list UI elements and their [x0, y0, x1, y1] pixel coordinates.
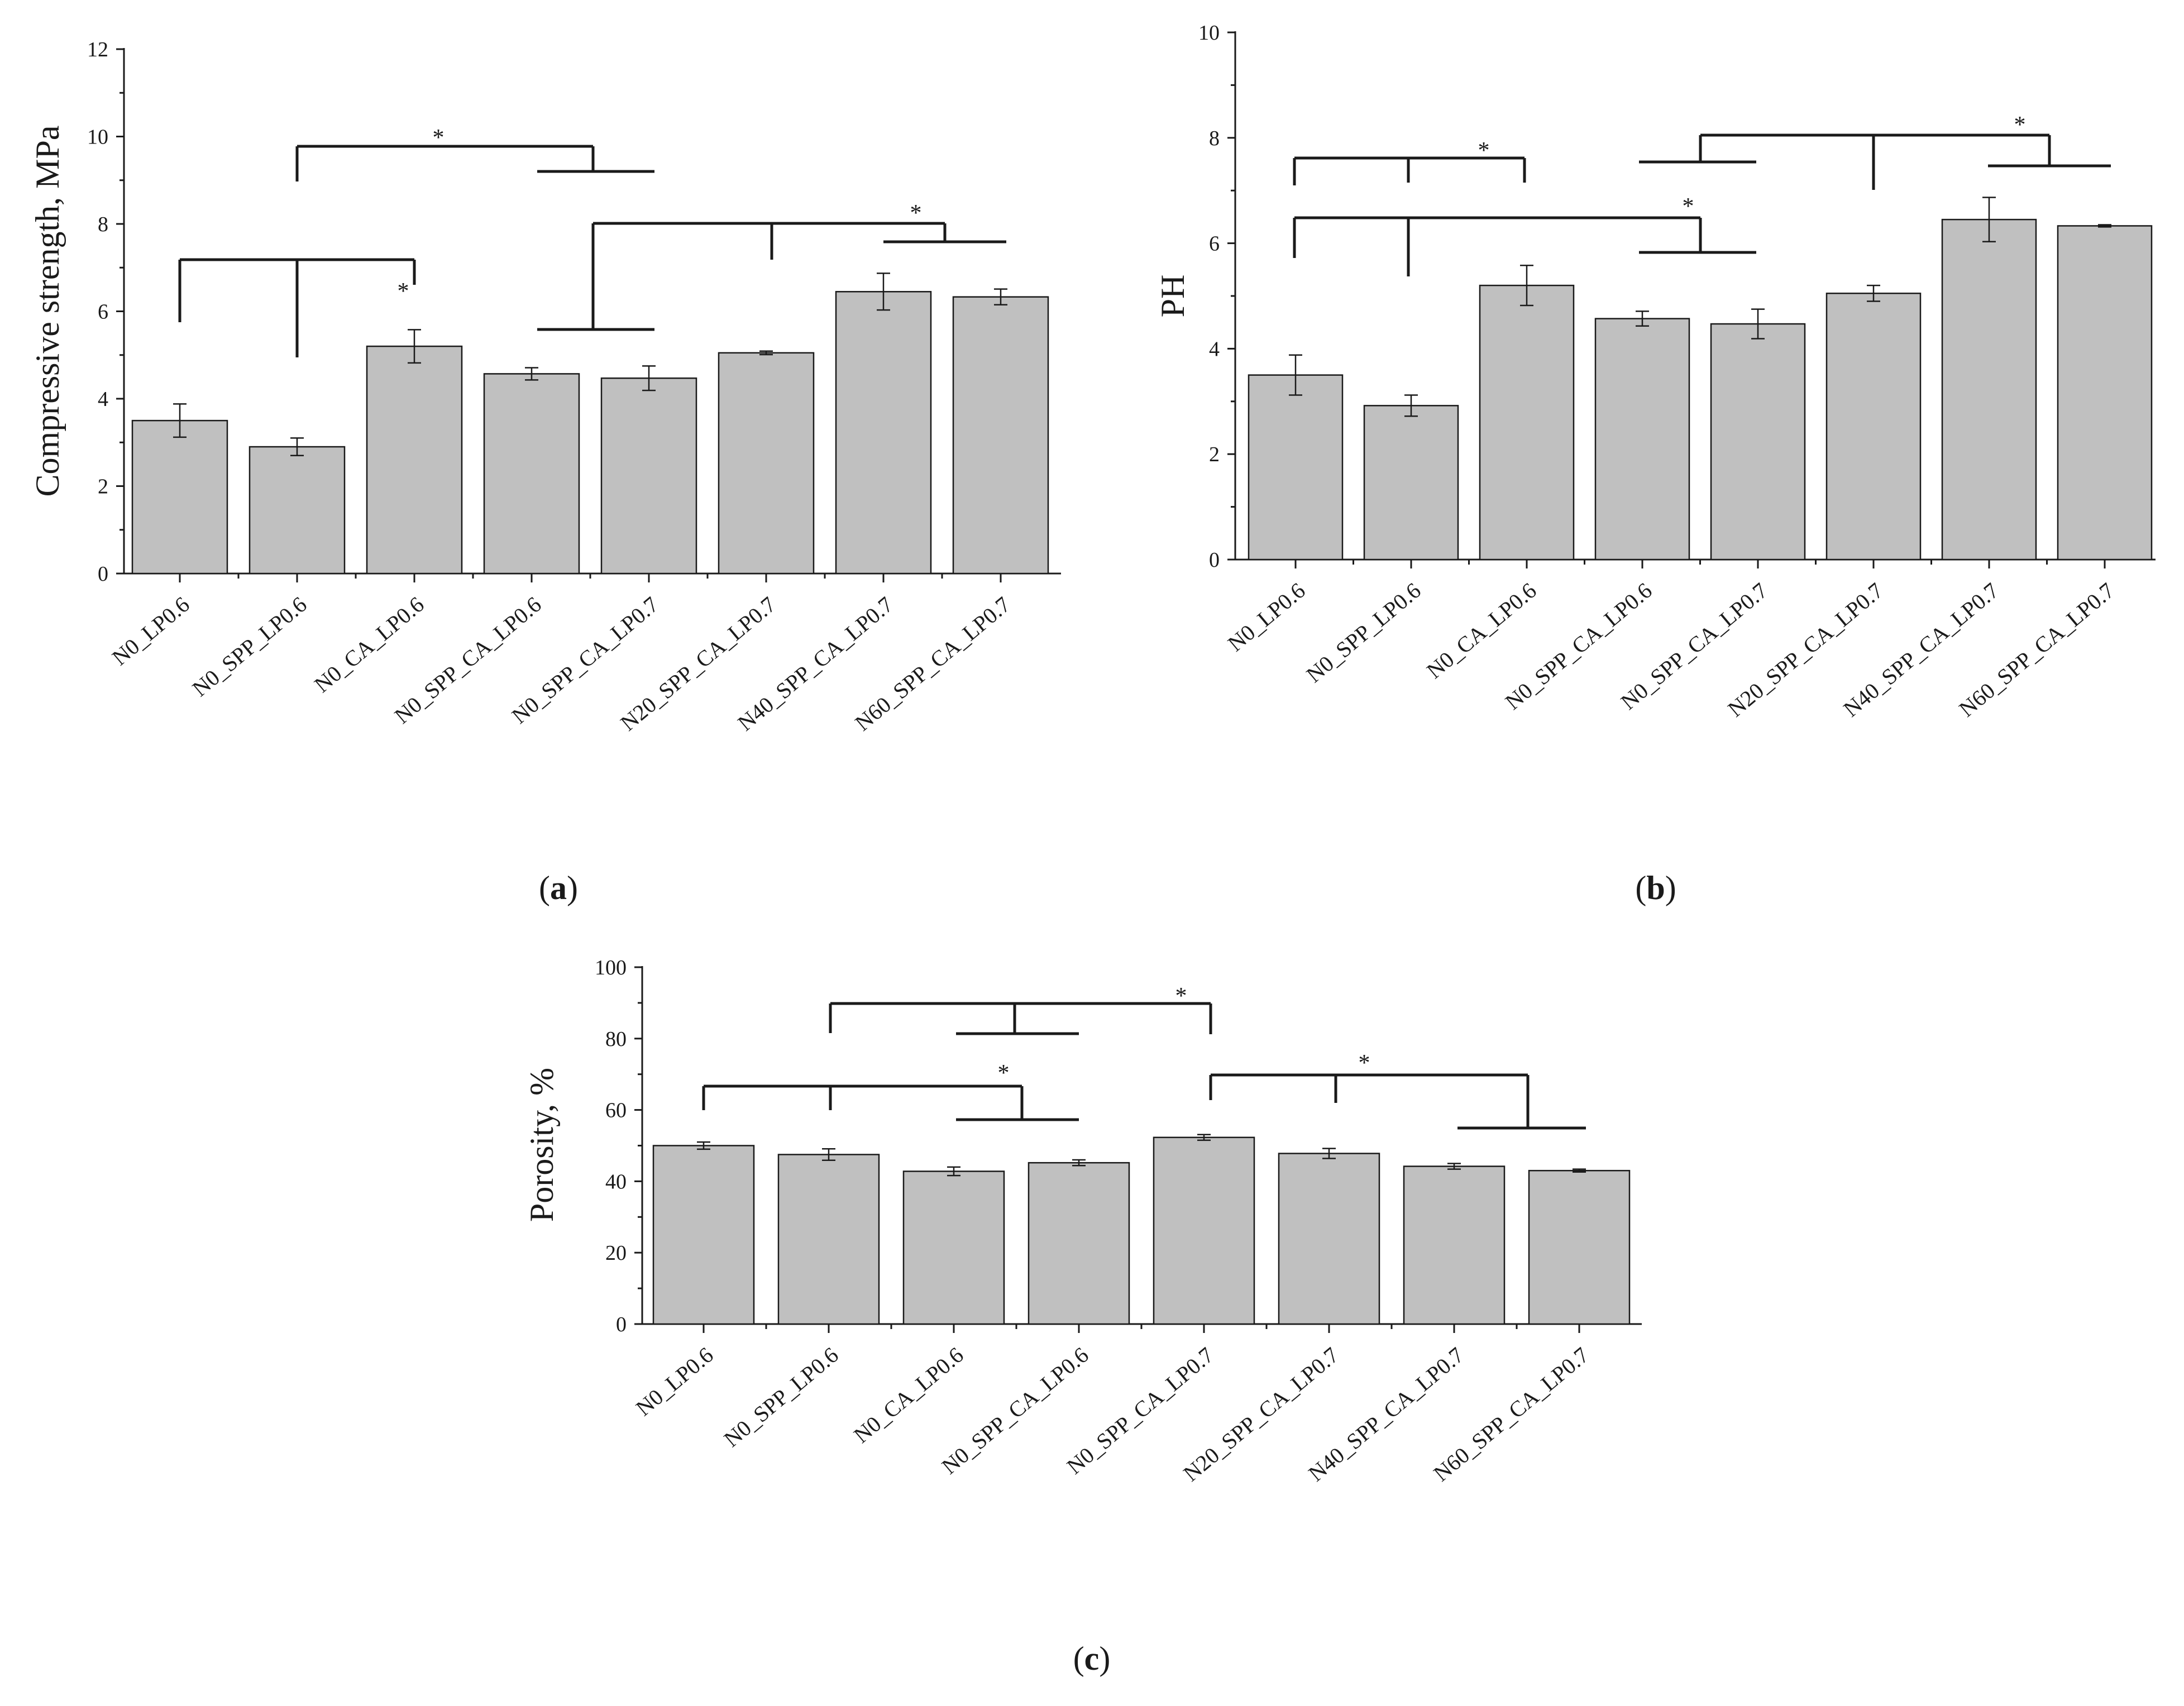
- bar-b-3: [1594, 318, 1690, 561]
- y-tick-label: 0: [1209, 548, 1220, 572]
- bar-a-6: [835, 291, 932, 575]
- y-tick-label: 10: [1198, 21, 1220, 45]
- category-label: N0_SPP_LP0.6: [188, 591, 312, 701]
- significance-star: *: [2014, 112, 2026, 138]
- y-tick-label: 60: [605, 1099, 627, 1122]
- bar-b-5: [1825, 293, 1922, 561]
- significance-star: *: [998, 1060, 1010, 1086]
- y-tick-label: 4: [1209, 337, 1220, 361]
- bar-b-0: [1248, 374, 1344, 561]
- bar-c-1: [777, 1154, 880, 1325]
- bar-c-6: [1403, 1165, 1506, 1325]
- chart-panel-a: 0 2 4 6 8 10 12 N0_LP0.6N0_SPP_LP0.6N0_CA_LP0.6…: [29, 38, 1061, 906]
- y-axis-title: Porosity, %: [523, 1068, 560, 1222]
- bar-c-5: [1278, 1153, 1380, 1325]
- bar-a-0: [131, 419, 228, 575]
- category-label: N0_LP0.6: [631, 1342, 718, 1421]
- category-label: N0_CA_LP0.6: [849, 1342, 968, 1447]
- bar-b-1: [1363, 405, 1459, 561]
- significance-star: *: [398, 279, 409, 304]
- y-tick-label: 2: [1209, 443, 1220, 466]
- y-tick-label: 0: [616, 1313, 627, 1336]
- y-tick-label: 6: [1209, 232, 1220, 256]
- y-tick-label: 12: [87, 38, 108, 61]
- significance-star: *: [1683, 194, 1694, 219]
- bar-b-2: [1479, 284, 1575, 561]
- significance-bracket: *: [1639, 112, 2111, 190]
- y-tick-label: 8: [1209, 127, 1220, 150]
- chart-panel-c: 0 20 40 60 80 100 N0_LP0.6 N0_SPP_LP0.6 N0_CA_LP…: [523, 956, 1642, 1677]
- category-label: N0_SPP_LP0.6: [1302, 577, 1426, 687]
- panel-label: (a): [539, 869, 578, 906]
- category-label: N0_LP0.6: [107, 591, 194, 670]
- bar-c-3: [1028, 1162, 1130, 1325]
- y-tick-label: 100: [595, 956, 627, 979]
- y-tick-label: 8: [98, 213, 108, 236]
- significance-star: *: [1175, 983, 1187, 1009]
- bar-a-3: [483, 373, 580, 575]
- y-tick-label: 4: [98, 388, 108, 411]
- category-label: N0_SPP_LP0.6: [719, 1342, 843, 1452]
- y-tick-label: 10: [87, 126, 108, 149]
- bar-a-5: [718, 352, 815, 575]
- y-tick-label: 2: [98, 475, 108, 499]
- significance-bracket: *: [178, 258, 416, 357]
- bar-a-2: [366, 345, 463, 575]
- panel-label: (b): [1635, 869, 1676, 906]
- significance-bracket: *: [829, 983, 1212, 1035]
- category-label: N0_LP0.6: [1223, 577, 1310, 656]
- y-axis-title: PH: [1154, 275, 1191, 318]
- chart-panel-b: 0246810N0_LP0.6N0_SPP_LP0.6N0_CA_LP0.6N0…: [1154, 21, 2156, 906]
- significance-star: *: [433, 125, 445, 151]
- significance-bracket: *: [537, 200, 1006, 331]
- significance-star: *: [1359, 1050, 1370, 1076]
- y-tick-label: 20: [605, 1241, 627, 1265]
- significance-bracket: *: [295, 125, 654, 181]
- bar-c-7: [1528, 1169, 1631, 1325]
- bar-b-7: [2057, 225, 2153, 561]
- significance-bracket: *: [1293, 138, 1526, 185]
- bar-a-1: [248, 446, 346, 575]
- bar-a-7: [952, 296, 1049, 575]
- bar-c-2: [902, 1170, 1005, 1325]
- category-label: N0_CA_LP0.6: [1422, 577, 1541, 683]
- bar-b-6: [1941, 218, 2037, 561]
- significance-star: *: [910, 200, 922, 226]
- bar-b-4: [1710, 323, 1806, 561]
- category-label: N0_CA_LP0.6: [309, 591, 429, 697]
- y-tick-label: 40: [605, 1170, 627, 1193]
- significance-star: *: [1478, 138, 1490, 164]
- panel-label: (c): [1073, 1640, 1111, 1677]
- bar-c-4: [1153, 1136, 1255, 1325]
- y-tick-label: 80: [605, 1028, 627, 1051]
- y-tick-label: 6: [98, 300, 108, 324]
- y-axis-title: Compressive strength, MPa: [29, 126, 66, 497]
- bar-a-4: [600, 377, 697, 575]
- significance-bracket: *: [1293, 194, 1756, 276]
- bar-c-0: [652, 1145, 755, 1325]
- significance-bracket: *: [702, 1060, 1079, 1121]
- y-tick-label: 0: [98, 562, 108, 586]
- significance-bracket: *: [1209, 1050, 1586, 1130]
